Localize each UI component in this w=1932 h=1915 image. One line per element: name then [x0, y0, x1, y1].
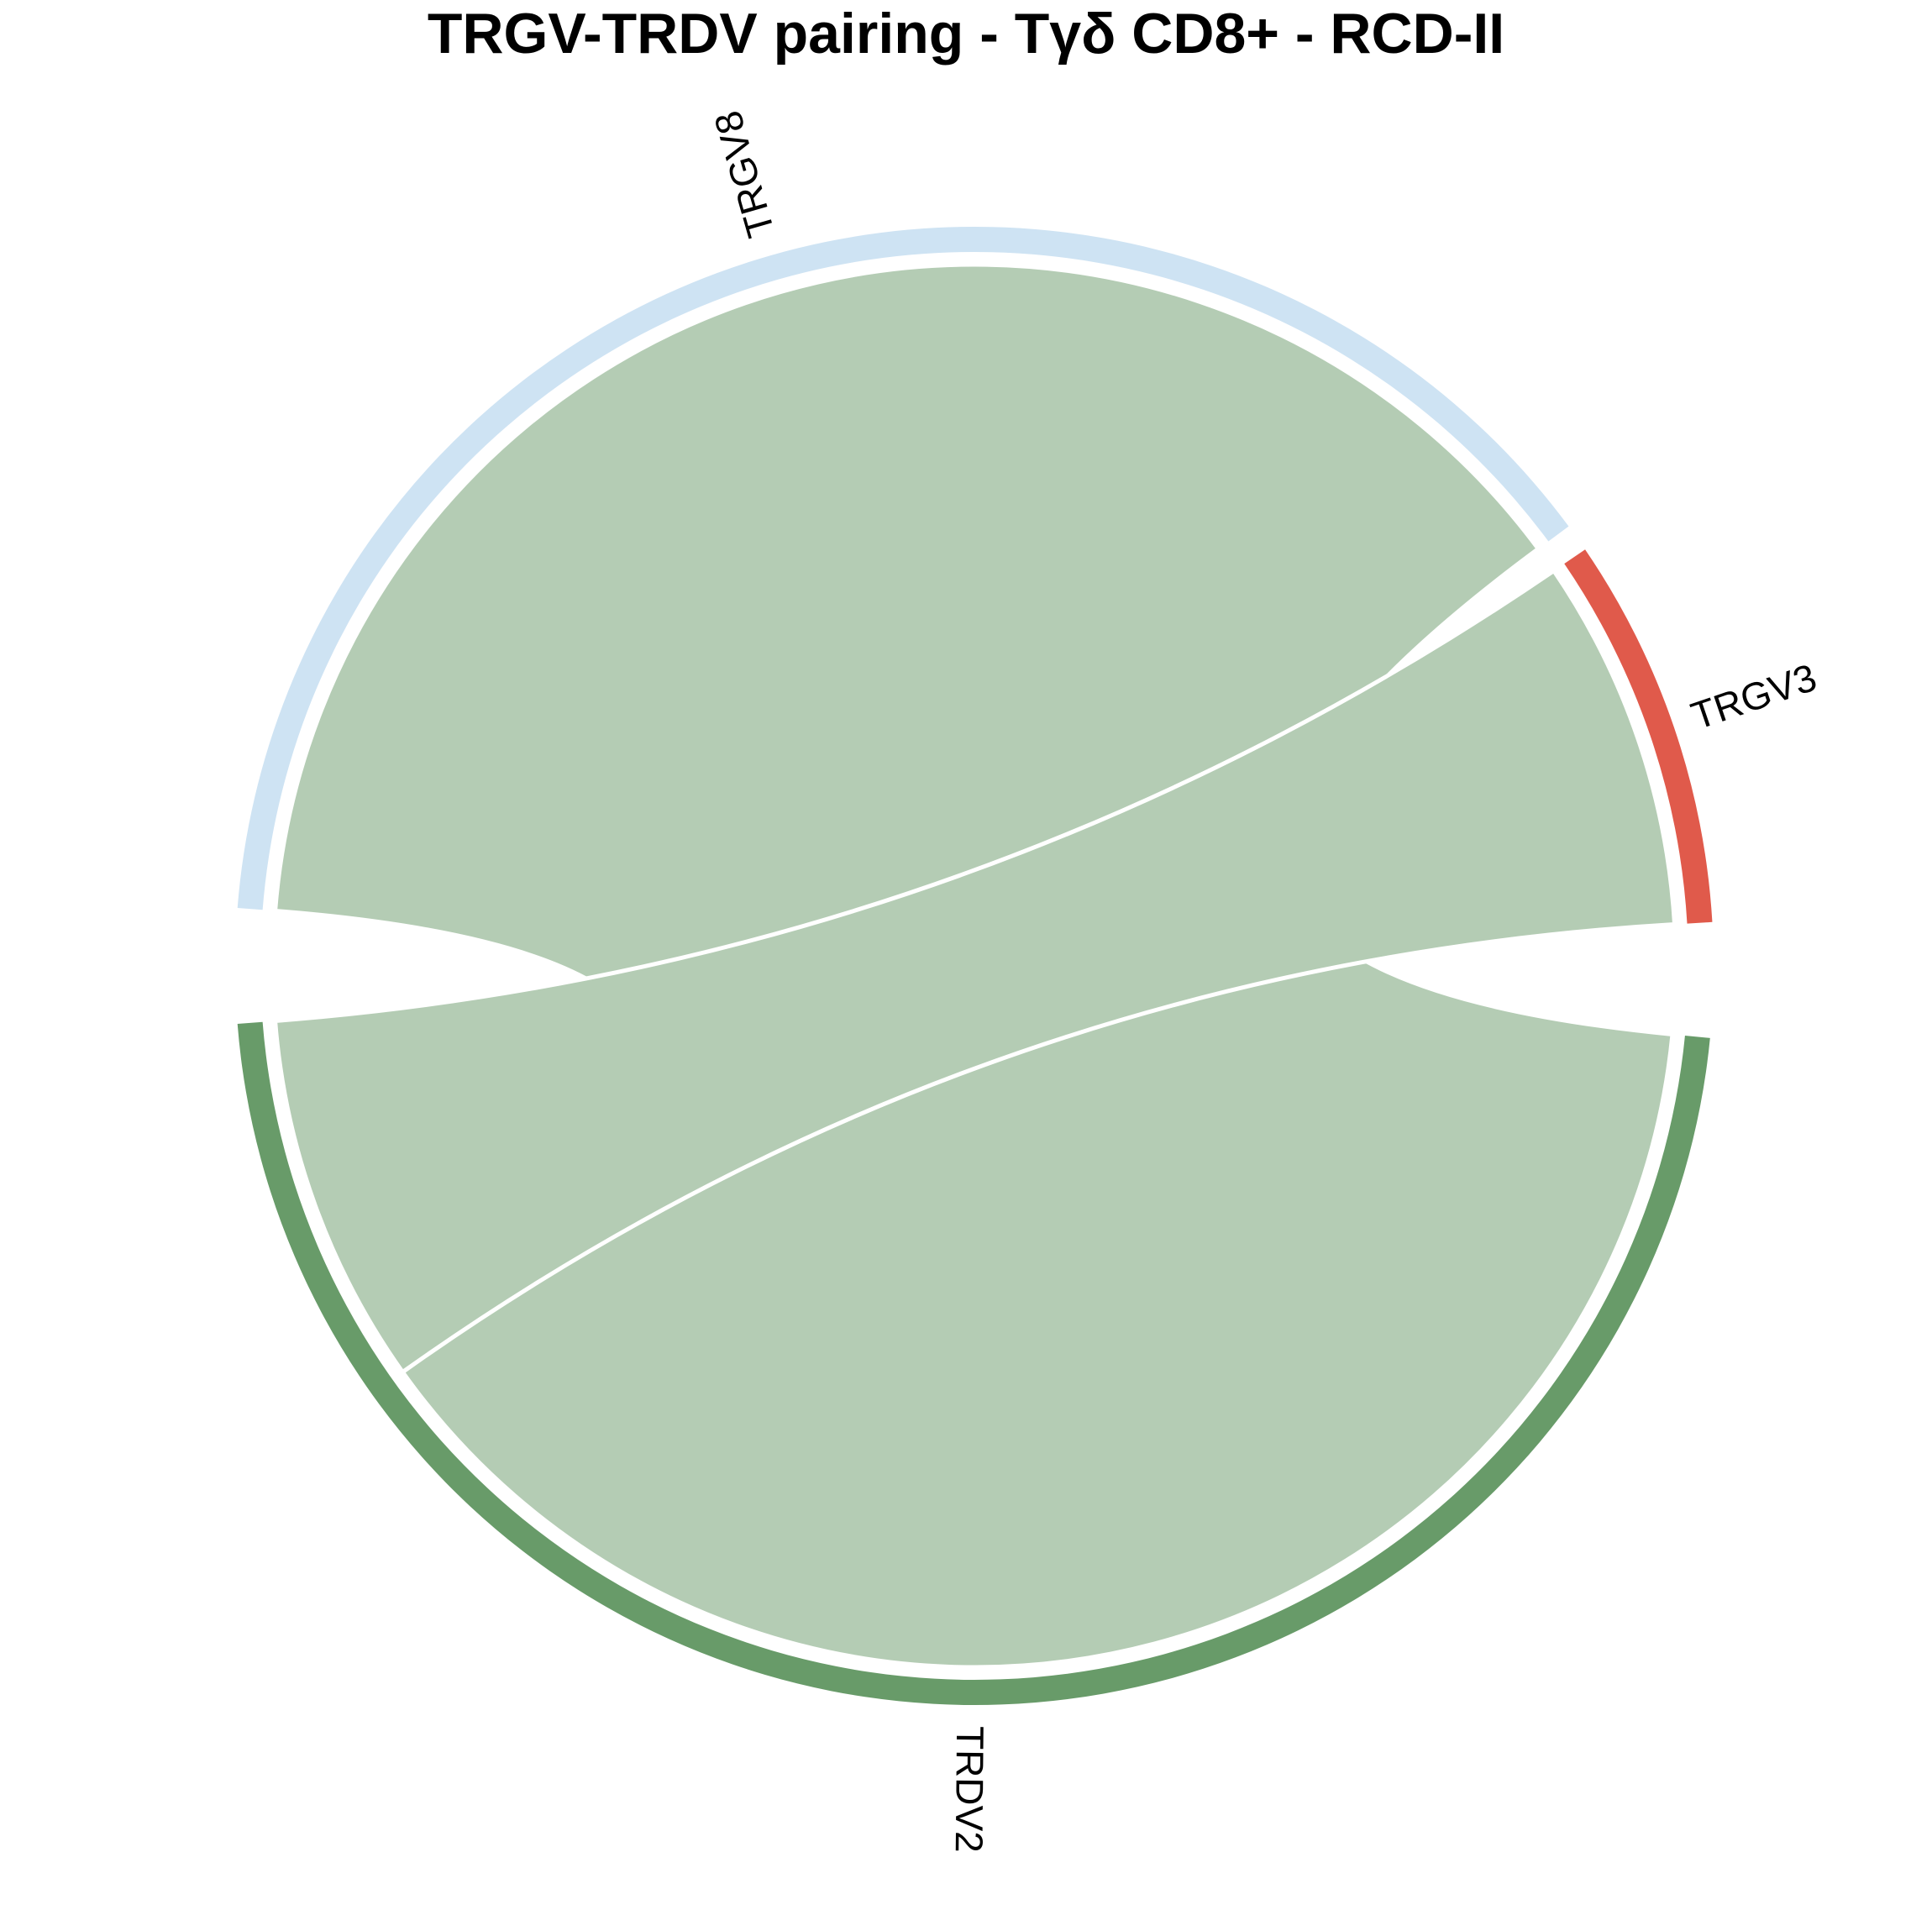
links-layer [272, 262, 1677, 1670]
sector-label-trgv3: TRGV3 [1686, 655, 1822, 738]
chord-link-trgv3-trdv2 [272, 568, 1677, 1376]
sector-trgv3 [1564, 549, 1713, 924]
sector-label-trdv2: TRDV2 [948, 1726, 992, 1853]
sectors-layer [237, 227, 1713, 1706]
sector-label-trgv8: TRGV8 [706, 106, 783, 242]
chart-title: TRGV-TRDV pairing - Tγδ CD8+ - RCD-II [427, 2, 1505, 66]
